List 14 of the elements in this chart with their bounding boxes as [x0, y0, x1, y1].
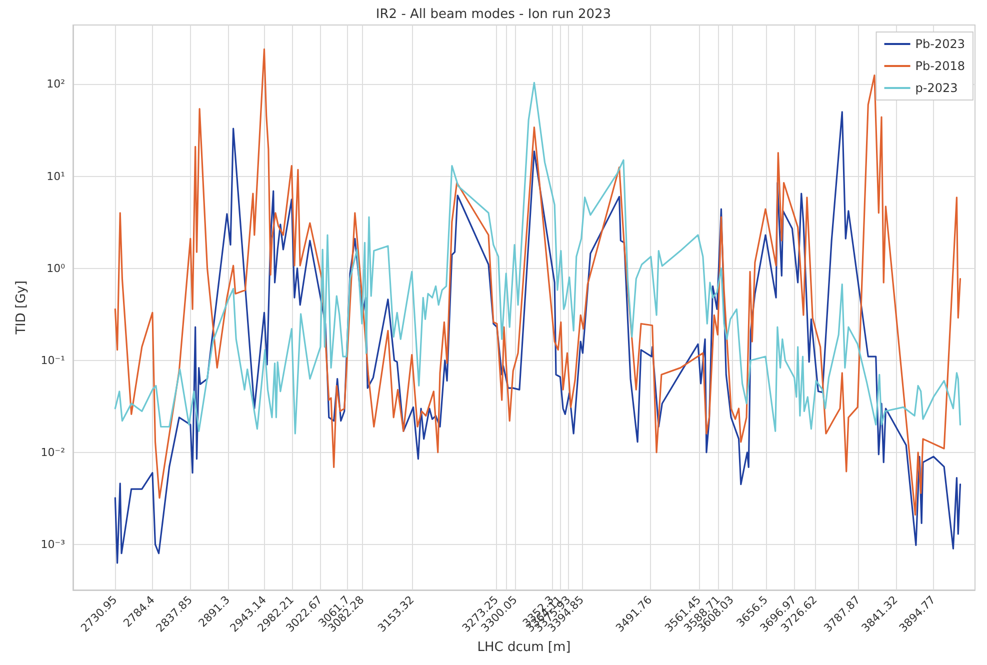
chart-title: IR2 - All beam modes - Ion run 2023 — [376, 7, 612, 22]
legend-label: Pb-2018 — [915, 59, 966, 73]
y-tick-label: 10¹ — [46, 170, 65, 183]
legend-label: p-2023 — [915, 81, 958, 95]
y-axis-title: TID [Gy] — [14, 280, 29, 336]
y-tick-label: 10⁻¹ — [40, 354, 65, 367]
legend-label: Pb-2023 — [915, 37, 966, 51]
y-tick-label: 10⁻³ — [40, 538, 65, 551]
line-series — [114, 82, 962, 434]
y-tick-label: 10⁰ — [46, 262, 66, 275]
line-series — [114, 111, 962, 564]
x-axis-title: LHC dcum [m] — [477, 640, 571, 656]
y-tick-label: 10⁻² — [40, 446, 65, 459]
y-tick-label: 10² — [46, 78, 65, 91]
